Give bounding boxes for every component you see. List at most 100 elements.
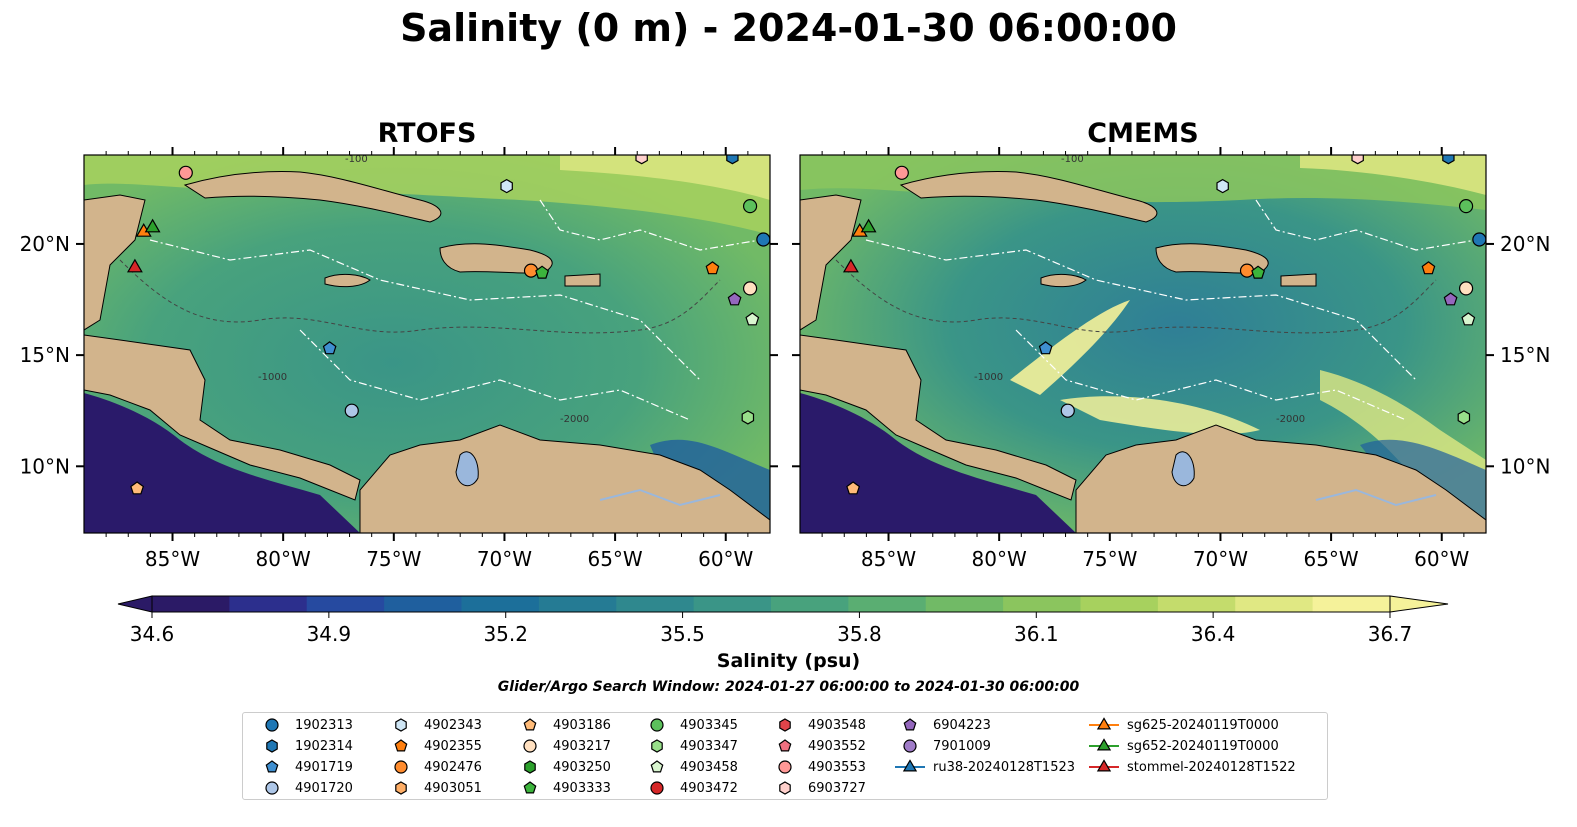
legend-marker-icon bbox=[523, 718, 537, 731]
legend-item: 4903552 bbox=[768, 736, 866, 756]
legend-item: 4901720 bbox=[255, 778, 353, 798]
platform-marker bbox=[344, 403, 359, 418]
legend-label: 6904223 bbox=[933, 717, 991, 733]
platform-marker bbox=[1251, 265, 1266, 279]
platform-marker bbox=[1060, 403, 1075, 418]
colorbar-tick-label: 35.5 bbox=[660, 622, 705, 646]
colorbar: 34.6 34.9 35.2 35.5 35.8 36.1 36.4 36.7 bbox=[117, 595, 1449, 646]
panel-title-rtofs: RTOFS bbox=[377, 118, 477, 149]
platform-marker bbox=[741, 410, 755, 425]
colorbar-tick-label: 34.6 bbox=[130, 622, 175, 646]
platform-marker bbox=[1351, 155, 1364, 165]
bathymetry-label: -2000 bbox=[560, 414, 589, 425]
lat-tick-label-right: 20°N bbox=[1500, 232, 1550, 256]
colorbar-tick-label: 36.7 bbox=[1368, 622, 1413, 646]
glider-marker bbox=[842, 258, 859, 273]
legend-item: sg652-20240119T0000 bbox=[1087, 736, 1279, 756]
legend-marker-icon bbox=[779, 718, 791, 732]
legend-marker-icon bbox=[1089, 759, 1119, 772]
legend-symbol bbox=[903, 739, 917, 753]
colorbar-segment bbox=[1080, 596, 1159, 612]
platform-marker bbox=[1216, 178, 1229, 194]
river bbox=[599, 488, 721, 507]
platform-marker bbox=[535, 265, 550, 279]
glider-marker bbox=[860, 218, 877, 233]
colorbar-segment bbox=[693, 596, 772, 612]
legend-symbol bbox=[395, 781, 407, 795]
platform-marker bbox=[635, 155, 648, 165]
land-puerto-rico bbox=[564, 273, 601, 287]
colorbar-tick-label: 36.1 bbox=[1014, 622, 1059, 646]
legend-symbol bbox=[779, 781, 791, 795]
legend-symbol bbox=[523, 739, 537, 753]
colorbar-frame bbox=[151, 595, 1391, 613]
pacific-water bbox=[84, 393, 360, 533]
platform-marker bbox=[726, 155, 739, 165]
platform-marker bbox=[1443, 292, 1458, 306]
legend-marker-icon bbox=[394, 760, 408, 774]
legend-label: 4901720 bbox=[295, 780, 353, 796]
legend-triangle bbox=[1096, 738, 1112, 751]
high-salinity-northeast bbox=[560, 155, 770, 200]
map-frame-rtofs bbox=[83, 154, 771, 534]
legend-symbol bbox=[266, 739, 278, 753]
lon-tick-label: 75°W bbox=[1082, 547, 1137, 571]
glider-marker bbox=[144, 218, 161, 233]
legend: 1902313 1902314 4901719 4901720 4902343 49023… bbox=[242, 712, 1328, 800]
figure-title: Salinity (0 m) - 2024-01-30 06:00:00 bbox=[400, 6, 1177, 50]
colorbar-segment bbox=[306, 596, 385, 612]
legend-marker-icon bbox=[903, 739, 917, 753]
colorbar-label: Salinity (psu) bbox=[716, 650, 861, 672]
legend-label: stommel-20240128T1522 bbox=[1127, 759, 1296, 775]
eez-boundary bbox=[1255, 199, 1477, 251]
legend-symbol bbox=[650, 718, 664, 732]
pacific-water bbox=[800, 393, 1076, 533]
lon-tick-label: 60°W bbox=[698, 547, 753, 571]
legend-item: 1902313 bbox=[255, 715, 353, 735]
platform-marker bbox=[322, 341, 337, 355]
colorbar-tick-label: 35.8 bbox=[837, 622, 882, 646]
legend-marker-icon bbox=[650, 718, 664, 732]
legend-item: ru38-20240128T1523 bbox=[893, 757, 1075, 777]
legend-item: 4901719 bbox=[255, 757, 353, 777]
legend-label: 4903345 bbox=[680, 717, 738, 733]
legend-item: 4903250 bbox=[513, 757, 611, 777]
colorbar-extend-low bbox=[117, 595, 153, 613]
platform-marker bbox=[727, 292, 742, 306]
legend-marker-icon bbox=[779, 781, 791, 795]
bathymetry-label: -2000 bbox=[1276, 414, 1305, 425]
legend-item: 4903217 bbox=[513, 736, 611, 756]
river bbox=[1315, 488, 1437, 507]
legend-marker-icon bbox=[650, 760, 664, 773]
legend-label: 4903051 bbox=[424, 780, 482, 796]
platform-marker bbox=[178, 165, 193, 180]
legend-label: sg625-20240119T0000 bbox=[1127, 717, 1279, 733]
legend-symbol bbox=[394, 739, 408, 752]
land-central-america bbox=[800, 334, 1077, 501]
legend-item: 4902476 bbox=[384, 757, 482, 777]
legend-item: 4902355 bbox=[384, 736, 482, 756]
colorbar-segment bbox=[538, 596, 617, 612]
legend-marker-icon bbox=[395, 781, 407, 795]
legend-marker-icon bbox=[265, 781, 279, 795]
platform-marker bbox=[705, 261, 720, 275]
colorbar-tick-label: 34.9 bbox=[307, 622, 352, 646]
legend-symbol bbox=[650, 781, 664, 795]
legend-symbol bbox=[394, 760, 408, 774]
legend-item: 7901009 bbox=[893, 736, 991, 756]
legend-label: 4903553 bbox=[808, 759, 866, 775]
platform-marker bbox=[1461, 312, 1476, 326]
legend-label: 6903727 bbox=[808, 780, 866, 796]
lon-tick-label: 85°W bbox=[145, 547, 200, 571]
legend-triangle bbox=[902, 759, 918, 772]
platform-marker bbox=[846, 481, 861, 495]
colorbar-extend-high bbox=[1389, 595, 1449, 613]
legend-marker-icon bbox=[524, 760, 536, 774]
legend-symbol bbox=[778, 760, 792, 774]
colorbar-segment bbox=[384, 596, 462, 612]
legend-label: 4903186 bbox=[553, 717, 611, 733]
legend-label: ru38-20240128T1523 bbox=[933, 759, 1076, 775]
legend-marker-icon bbox=[778, 739, 792, 752]
land-mexico bbox=[84, 194, 146, 331]
lat-tick-label-left: 10°N bbox=[20, 454, 70, 478]
